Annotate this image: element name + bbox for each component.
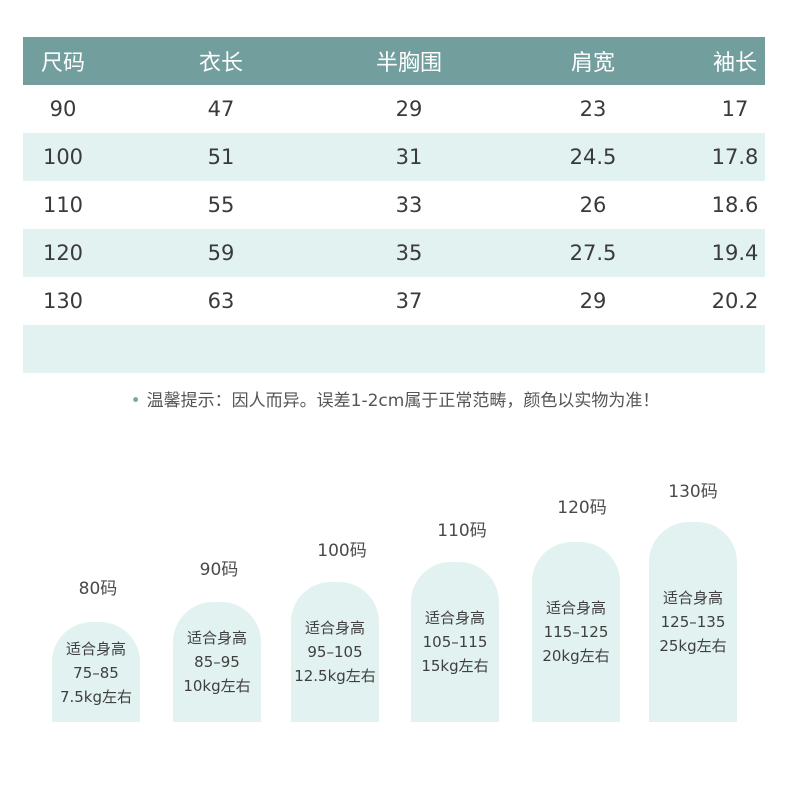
height-range: 85–95 bbox=[194, 653, 240, 671]
table-cell: 55 bbox=[207, 193, 235, 217]
header-shoulder: 肩宽 bbox=[570, 51, 615, 76]
table-cell: 31 bbox=[395, 145, 423, 169]
weight-value: 7.5kg左右 bbox=[59, 688, 133, 706]
table-cell: 110 bbox=[42, 193, 84, 217]
table-cell: 130 bbox=[42, 289, 84, 313]
notice-text: 温馨提示：因人而异。误差1-2cm属于正常范畴，颜色以实物为准！ bbox=[146, 391, 660, 411]
table-row: 100 51 31 24.5 17.8 bbox=[23, 133, 765, 181]
size-label-100: 100码 bbox=[317, 541, 367, 561]
table-cell: 17 bbox=[721, 97, 749, 121]
table-cell: 120 bbox=[42, 241, 84, 265]
bullet-icon: • bbox=[130, 391, 141, 411]
size-pillar-120: 适合身高 115–125 20kg左右 bbox=[532, 542, 620, 722]
fit-height-label: 适合身高 bbox=[304, 619, 365, 637]
weight-value: 25kg左右 bbox=[659, 637, 727, 655]
size-label-80: 80码 bbox=[78, 579, 118, 599]
size-recommendation-chart: 80码 适合身高 75–85 7.5kg左右 90码 适合身高 85–95 10… bbox=[0, 460, 790, 722]
size-table: 尺码 衣长 半胸围 肩宽 袖长 90 47 29 23 17 100 51 31… bbox=[23, 37, 765, 373]
table-cell: 63 bbox=[207, 289, 235, 313]
table-cell: 20.2 bbox=[711, 289, 759, 313]
size-pillar-90: 适合身高 85–95 10kg左右 bbox=[173, 602, 261, 722]
size-pillar-110: 适合身高 105–115 15kg左右 bbox=[411, 562, 499, 722]
table-cell: 17.8 bbox=[711, 145, 759, 169]
fit-height-label: 适合身高 bbox=[65, 640, 126, 658]
fit-height-label: 适合身高 bbox=[424, 609, 485, 627]
size-pillar-100: 适合身高 95–105 12.5kg左右 bbox=[291, 582, 379, 722]
table-cell: 37 bbox=[395, 289, 423, 313]
table-cell: 59 bbox=[207, 241, 235, 265]
table-header: 尺码 衣长 半胸围 肩宽 袖长 bbox=[23, 37, 765, 85]
weight-value: 20kg左右 bbox=[542, 647, 610, 665]
weight-value: 15kg左右 bbox=[421, 657, 489, 675]
table-cell: 18.6 bbox=[711, 193, 759, 217]
size-label-120: 120码 bbox=[557, 498, 607, 518]
table-cell: 51 bbox=[207, 145, 235, 169]
fit-height-label: 适合身高 bbox=[545, 599, 606, 617]
table-cell: 47 bbox=[207, 97, 235, 121]
table-cell: 35 bbox=[395, 241, 423, 265]
table-cell: 100 bbox=[42, 145, 84, 169]
height-range: 125–135 bbox=[660, 613, 726, 631]
weight-value: 10kg左右 bbox=[183, 677, 251, 695]
header-size: 尺码 bbox=[40, 51, 85, 76]
height-range: 105–115 bbox=[422, 633, 488, 651]
table-cell: 90 bbox=[49, 97, 77, 121]
size-label-130: 130码 bbox=[668, 482, 718, 502]
table-row: 120 59 35 27.5 19.4 bbox=[23, 229, 765, 277]
table-row: 130 63 37 29 20.2 bbox=[23, 277, 765, 325]
table-cell: 27.5 bbox=[569, 241, 617, 265]
table-row: 90 47 29 23 17 bbox=[23, 85, 765, 133]
height-range: 75–85 bbox=[73, 664, 119, 682]
header-length: 衣长 bbox=[198, 51, 243, 76]
table-cell: 29 bbox=[579, 289, 607, 313]
header-half-chest: 半胸围 bbox=[375, 51, 442, 76]
table-cell: 33 bbox=[395, 193, 423, 217]
fit-height-label: 适合身高 bbox=[662, 589, 723, 607]
table-cell: 26 bbox=[579, 193, 607, 217]
size-pillar-130: 适合身高 125–135 25kg左右 bbox=[649, 522, 737, 722]
table-empty-row bbox=[23, 325, 765, 373]
weight-value: 12.5kg左右 bbox=[294, 667, 376, 685]
table-row: 110 55 33 26 18.6 bbox=[23, 181, 765, 229]
size-label-90: 90码 bbox=[199, 560, 239, 580]
table-cell: 23 bbox=[579, 97, 607, 121]
table-cell: 24.5 bbox=[569, 145, 617, 169]
height-range: 95–105 bbox=[307, 643, 363, 661]
notice: • 温馨提示：因人而异。误差1-2cm属于正常范畴，颜色以实物为准！ bbox=[0, 386, 790, 411]
table-cell: 29 bbox=[395, 97, 423, 121]
fit-height-label: 适合身高 bbox=[186, 629, 247, 647]
size-label-110: 110码 bbox=[437, 521, 487, 541]
header-sleeve: 袖长 bbox=[712, 51, 757, 76]
height-range: 115–125 bbox=[543, 623, 609, 641]
size-pillar-80: 适合身高 75–85 7.5kg左右 bbox=[52, 622, 140, 722]
table-cell: 19.4 bbox=[711, 241, 759, 265]
